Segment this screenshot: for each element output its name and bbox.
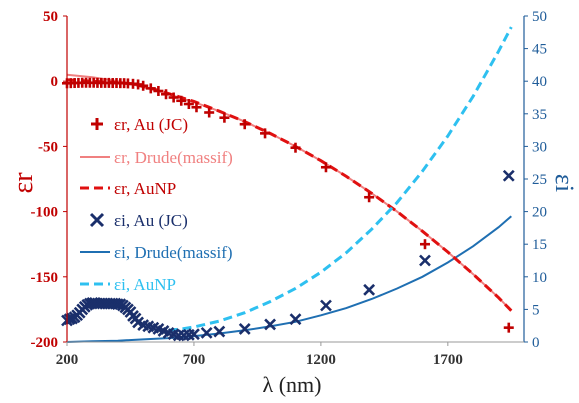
plus-marker xyxy=(145,83,156,94)
x-marker xyxy=(502,169,515,182)
right-tick-label: 15 xyxy=(532,237,547,253)
right-tick-label: 35 xyxy=(532,107,547,123)
x-tick-label: 1200 xyxy=(306,352,336,368)
plus-marker xyxy=(161,89,172,100)
legend-label: εr, AuNP xyxy=(114,179,176,198)
left-tick-label: 0 xyxy=(51,74,59,90)
plus-marker xyxy=(204,107,215,118)
x-tick-label: 1700 xyxy=(433,352,463,368)
legend-entry-3: εi, Au (JC) xyxy=(89,211,188,230)
right-tick-label: 10 xyxy=(532,270,547,286)
right-tick-label: 50 xyxy=(532,9,547,25)
right-tick-label: 45 xyxy=(532,42,547,58)
x-marker xyxy=(320,299,332,312)
y-left-axis-title: εr xyxy=(8,172,39,194)
plus-marker xyxy=(183,99,194,110)
plus-marker xyxy=(503,322,514,333)
left-tick-label: -150 xyxy=(31,270,59,286)
x-marker xyxy=(363,283,376,296)
plus-marker xyxy=(320,162,331,173)
left-ticks: 50 0 -50 -100 -150 -200 xyxy=(31,9,67,351)
x-axis-title: λ (nm) xyxy=(263,372,322,397)
y-right-axis-title: εi xyxy=(550,174,579,192)
legend-label: εr, Au (JC) xyxy=(114,115,188,134)
legend-entry-2: εr, AuNP xyxy=(80,179,176,198)
legend-label: εi, Drude(massif) xyxy=(114,243,233,262)
left-tick-label: -50 xyxy=(38,139,58,155)
legend-entry-5: εi, AuNP xyxy=(80,275,176,294)
y-right-axis-title-text: εi xyxy=(550,174,579,192)
left-tick-label: 50 xyxy=(43,9,58,25)
left-tick-label: -100 xyxy=(31,205,59,221)
x-ticks: 200 700 1200 1700 xyxy=(56,342,463,368)
plus-marker xyxy=(239,119,250,130)
right-tick-label: 0 xyxy=(532,335,540,351)
right-tick-label: 25 xyxy=(532,172,547,188)
plus-marker xyxy=(133,79,144,90)
plus-marker xyxy=(419,239,430,250)
right-tick-label: 40 xyxy=(532,74,547,90)
plus-marker xyxy=(168,92,179,103)
plus-marker xyxy=(138,80,149,91)
x-marker xyxy=(200,326,213,339)
plus-marker xyxy=(153,85,164,96)
x-marker xyxy=(419,254,431,267)
right-tick-label: 20 xyxy=(532,205,547,221)
plot-markers xyxy=(61,77,515,342)
plus-marker xyxy=(260,128,271,139)
right-tick-label: 30 xyxy=(532,139,547,155)
series-line-4 xyxy=(66,215,512,343)
x-marker xyxy=(289,313,302,326)
x-marker xyxy=(188,328,200,341)
right-ticks: 0 5 10 15 20 25 30 35 40 45 50 xyxy=(524,9,547,351)
x-tick-label: 200 xyxy=(56,352,79,368)
legend-label: εi, Au (JC) xyxy=(114,211,188,230)
legend-entry-4: εi, Drude(massif) xyxy=(80,243,233,262)
plus-marker xyxy=(290,142,301,153)
plus-marker xyxy=(219,112,230,123)
left-tick-label: -200 xyxy=(31,335,59,351)
legend-entry-1: εr, Drude(massif) xyxy=(80,148,233,167)
right-tick-label: 5 xyxy=(532,302,540,318)
x-marker xyxy=(213,325,226,338)
plus-marker xyxy=(191,102,202,113)
x-tick-label: 700 xyxy=(183,352,206,368)
legend-entry-0: εr, Au (JC) xyxy=(91,115,188,134)
series-line-5 xyxy=(168,26,513,332)
legend: εr, Au (JC) εr, Drude(massif) εr, AuNP εi, … xyxy=(80,115,233,294)
x-marker xyxy=(264,318,277,331)
plus-marker xyxy=(364,192,375,203)
plus-marker xyxy=(176,95,187,106)
y-left-axis-title-text: εr xyxy=(8,172,39,194)
x-marker xyxy=(238,323,251,335)
legend-label: εr, Drude(massif) xyxy=(114,148,233,167)
legend-label: εi, AuNP xyxy=(114,275,176,294)
